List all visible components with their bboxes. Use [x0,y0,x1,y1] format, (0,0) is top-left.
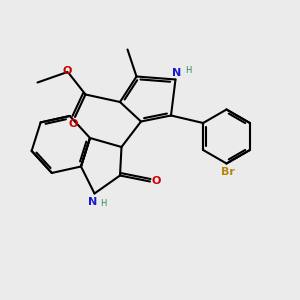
Text: N: N [172,68,181,78]
Text: O: O [69,118,78,129]
Text: O: O [151,176,161,187]
Text: N: N [88,197,98,207]
Text: Br: Br [221,167,235,177]
Text: H: H [185,66,191,75]
Text: O: O [63,65,72,76]
Text: H: H [100,199,107,208]
